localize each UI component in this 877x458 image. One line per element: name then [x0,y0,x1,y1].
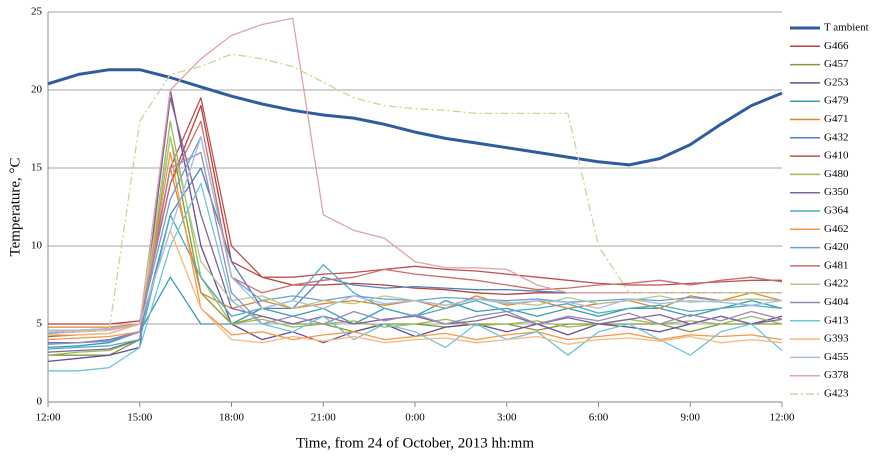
x-tick-label: 6:00 [589,412,609,424]
x-tick-label: 15:00 [127,412,153,424]
series-line [48,120,783,331]
series-line [48,53,782,333]
legend-label: G432 [824,131,848,143]
y-tick-label: 15 [31,162,43,174]
legend-label: G423 [824,388,849,400]
legend-label: T ambient [824,22,869,34]
y-tick-label: 10 [31,240,43,252]
x-axis-label: Time, from 24 of October, 2013 hh:mm [296,435,534,451]
legend-label: G455 [824,351,849,363]
x-tick-label: 12:00 [769,412,795,424]
series-line [47,68,783,167]
legend-label: G253 [824,76,849,88]
legend-label: G420 [824,241,849,253]
legend-label: G479 [824,95,849,107]
legend-label: G393 [824,333,849,345]
x-tick-label: 18:00 [219,412,245,424]
series-line [47,214,783,350]
legend-label: G378 [824,369,849,381]
legend-label: G404 [824,296,849,308]
legend-label: G422 [824,278,848,290]
legend-label: G413 [824,314,849,326]
y-tick-label: 0 [37,396,43,408]
series-line [48,136,783,331]
y-tick-label: 20 [31,84,43,96]
x-tick-label: 0:00 [405,412,425,424]
legend-label: G410 [824,150,849,162]
x-tick-label: 3:00 [497,412,517,424]
y-tick-label: 5 [37,318,43,330]
legend-label: G471 [824,113,848,125]
series-line [47,151,783,345]
series-line [48,182,783,372]
legend-label: G466 [824,40,849,52]
y-axis-label: Temperature, °C [7,157,23,256]
legend-label: G462 [824,223,848,235]
x-tick-label: 21:00 [311,412,337,424]
legend-label: G481 [824,259,848,271]
y-tick-label: 25 [31,6,43,18]
x-tick-label: 12:00 [35,412,61,424]
legend-label: G480 [824,168,849,180]
legend-label: G457 [824,58,849,70]
legend-label: G350 [824,186,849,198]
x-tick-label: 9:00 [680,412,700,424]
legend-label: G364 [824,205,849,217]
